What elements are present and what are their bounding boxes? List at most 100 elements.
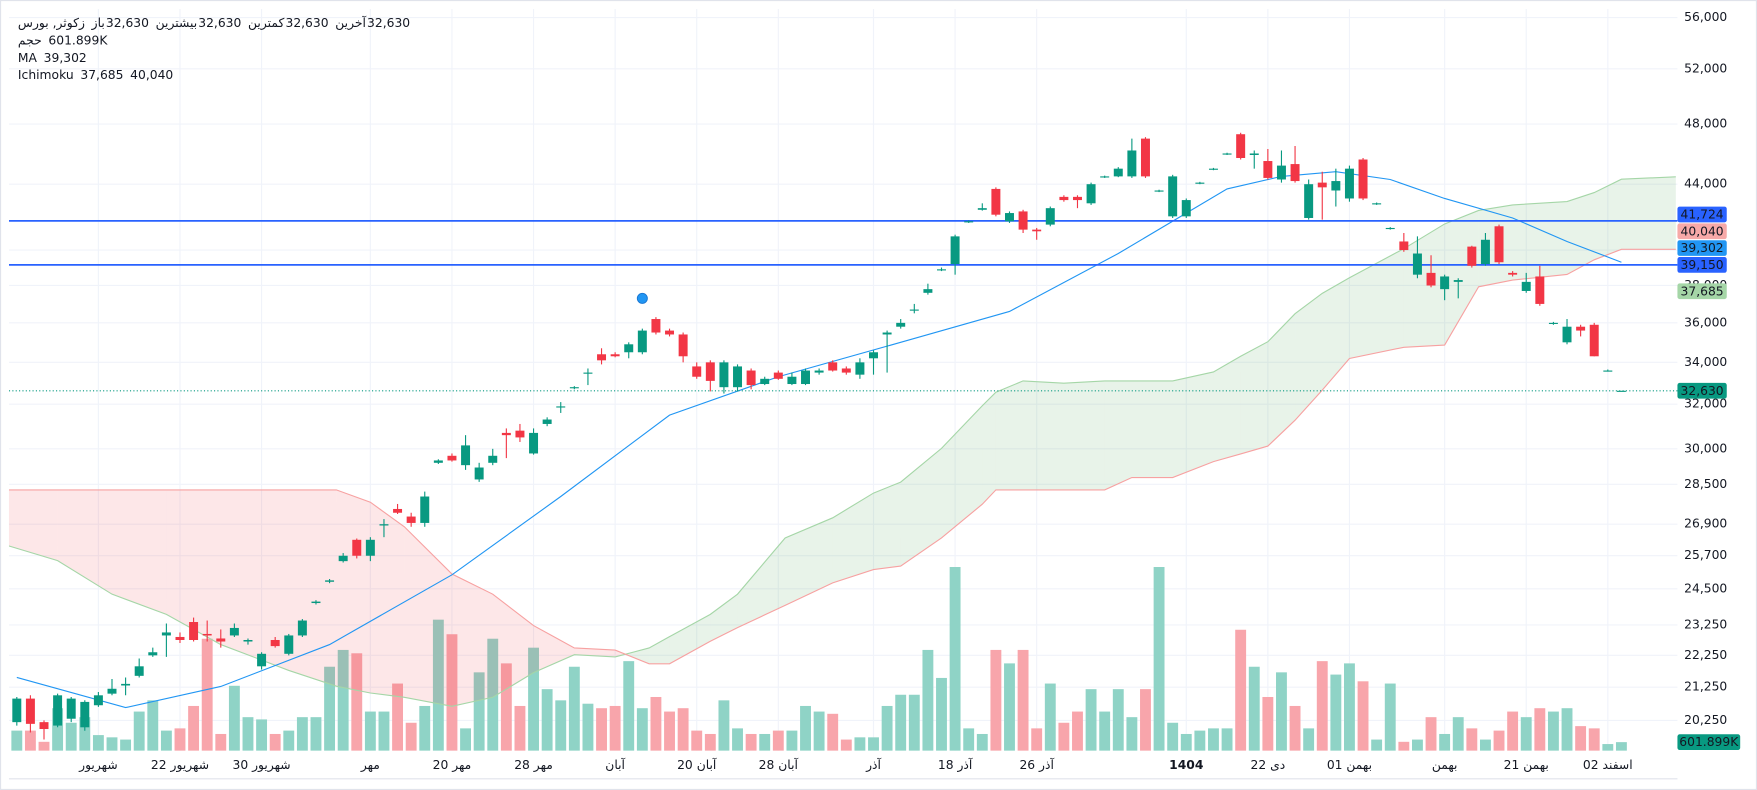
price-tag-label: 37,685 [1681,284,1724,298]
candle-body [773,372,783,379]
volume-bar [1276,672,1287,751]
volume-bar [1180,733,1192,751]
volume-bar [324,666,336,751]
price-tag-label: 39,150 [1681,258,1724,272]
candle-body [1385,227,1395,230]
cloud [404,526,452,707]
candle-body [1412,253,1422,275]
legend-item-name: بیشترین [156,16,197,31]
volume-bar [1493,730,1505,751]
volume-bar [487,638,499,751]
cloud [1349,248,1404,359]
cloud [57,489,112,595]
candle-body [705,362,715,381]
candle-body [257,653,267,667]
candle-body [529,432,539,454]
candle-body [746,370,756,386]
candle-body [1603,370,1613,372]
candle-body [189,622,199,640]
ma-line [16,171,1622,709]
candle-body [909,309,919,311]
volume-bar [936,677,947,751]
candle-body [1372,203,1382,205]
legend-value: 40,040 [130,68,173,82]
candle-body [406,516,416,523]
candle-body [53,695,63,726]
volume-bar [1588,728,1600,751]
candle-body [243,639,253,642]
candle-body [1576,326,1586,331]
candle-body [1086,184,1096,204]
candle-body [25,698,35,724]
volume-bar [1126,717,1138,751]
candle-body [665,330,675,335]
volume-bar [351,653,363,751]
candle-body [1005,213,1014,222]
x-tick-label: 20 آبان [677,757,717,772]
candle-body [325,580,335,582]
volume-bar [1344,663,1355,751]
x-tick-label: شهریور [78,758,118,773]
volume-bar [1208,728,1219,751]
candle-body [1249,153,1259,155]
volume-bar [1248,666,1260,751]
volume-bar [827,713,839,751]
volume-bar [881,705,893,751]
candle-body [297,620,307,636]
volume-bar [1167,722,1179,751]
candle-body [1480,239,1490,265]
candle-body [814,370,824,373]
volume-bar [1112,689,1124,751]
cloud [451,573,493,707]
price-tag [1677,283,1727,300]
candle-body [175,636,185,640]
legend-name: زکوثر, بورس [18,16,85,31]
x-tick-label: آذر [865,757,881,773]
cloud [785,517,833,606]
cloud [574,647,616,657]
volume-bar [1547,711,1559,751]
candle-body [569,387,579,389]
legend-value: 39,302 [44,51,87,65]
candle-body [1562,326,1572,343]
candle-body [1426,272,1436,286]
cloud [1131,380,1173,478]
volume-bar [1615,742,1627,751]
x-tick-label: 28 آبان [759,757,799,772]
cloud [995,380,1024,490]
candle-body [488,455,498,463]
candle-body [882,332,892,335]
legend-value: 37,685 [80,68,123,82]
candle-body [1208,168,1218,170]
volume-bar [460,728,471,751]
price-tag-label: 32,630 [1681,384,1724,398]
cloud [1172,371,1214,478]
volume-bar [106,737,118,751]
y-tick-label: 21,250 [1684,680,1727,694]
candle-body [1168,176,1178,217]
candle-body [597,354,607,361]
volume-bar [79,717,91,751]
volume-bar [623,661,635,751]
cloud [1213,356,1241,462]
candle-body [134,666,144,676]
event-marker [636,292,648,304]
candle-body [1100,176,1110,178]
x-tick-label: 20 مهر [433,758,472,773]
candle-body [760,378,770,385]
volume-tag-label: 601.899K [1679,735,1739,749]
volume-bar [419,705,431,751]
candle-body [1181,200,1191,217]
candle-body [1317,182,1327,188]
candle-body [950,236,960,265]
volume-bar [1004,663,1015,751]
volume-bar [1235,629,1247,751]
candle-body [855,362,865,375]
candle-body [1440,276,1450,290]
volume-bar [636,708,648,751]
volume-bar [840,739,852,751]
overlay: 20,250 21,250 22,250 23,250 24,500 25,700 26,9… [8,10,1741,780]
candle-body [148,652,158,656]
